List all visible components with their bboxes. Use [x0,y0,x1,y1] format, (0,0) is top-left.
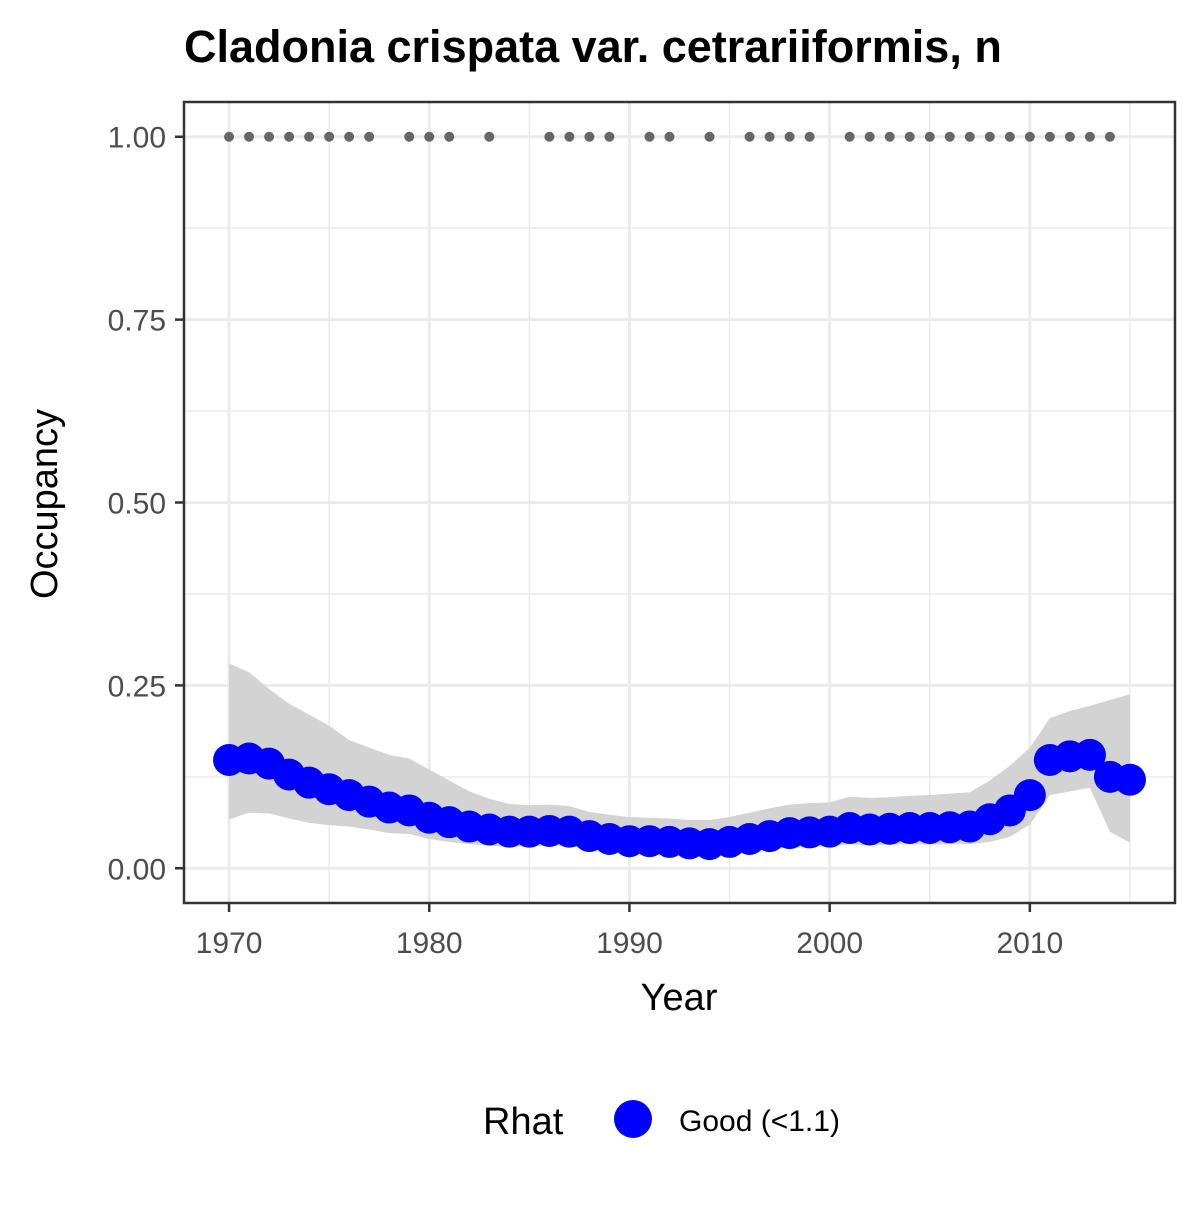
observed-point [404,131,415,142]
observed-point [1084,131,1095,142]
observed-point [244,131,255,142]
y-tick-label: 0.75 [108,305,166,338]
x-tick-label: 2010 [996,927,1063,960]
observed-point [584,131,595,142]
observed-point [704,131,715,142]
plot-panel [182,100,1177,905]
observed-point [224,131,235,142]
observed-point [844,131,855,142]
observed-point [284,131,295,142]
confidence-ribbon [229,663,1130,854]
observed-point [264,131,275,142]
y-tick-label: 1.00 [108,122,166,155]
y-axis: 0.00 0.25 0.50 0.75 1.00 [108,122,184,886]
observed-point [364,131,375,142]
legend-key-good [614,1100,652,1138]
y-tick-label: 0.25 [108,670,166,703]
observed-point [664,131,675,142]
observed-point [904,131,915,142]
observed-point [1044,131,1055,142]
y-tick-label: 0.00 [108,853,166,886]
observed-point [804,131,815,142]
x-tick-label: 1990 [596,927,663,960]
observed-point [564,131,575,142]
observed-point [644,131,655,142]
observed-point [964,131,975,142]
occupancy-point [1013,779,1046,812]
x-tick-label: 1970 [196,927,263,960]
y-axis-title: Occupancy [24,409,66,599]
x-axis: 1970 1980 1990 2000 2010 [196,903,1063,960]
legend: Rhat Good (<1.1) [483,1100,840,1143]
observed-point [784,131,795,142]
observed-point [924,131,935,142]
observed-point [1024,131,1035,142]
observed-point [344,131,355,142]
observed-point [1104,131,1115,142]
observed-point [764,131,775,142]
observed-point [604,131,615,142]
y-tick-label: 0.50 [108,488,166,521]
observed-point [864,131,875,142]
observed-point [1064,131,1075,142]
occupancy-point [1073,738,1106,771]
observed-point [544,131,555,142]
occupancy-point [1113,763,1146,796]
x-tick-label: 1980 [396,927,463,960]
observed-point [944,131,955,142]
observed-point [884,131,895,142]
observed-point [1004,131,1015,142]
observed-point [424,131,435,142]
x-tick-label: 2000 [796,927,863,960]
chart-title: Cladonia crispata var. cetrariiformis, n [184,21,1002,72]
x-axis-title: Year [641,977,718,1019]
observed-point [984,131,995,142]
observed-point [304,131,315,142]
observed-point [324,131,335,142]
observed-point [444,131,455,142]
observed-point [744,131,755,142]
legend-label-good: Good (<1.1) [679,1105,840,1138]
legend-title: Rhat [483,1101,564,1143]
observed-point [484,131,495,142]
